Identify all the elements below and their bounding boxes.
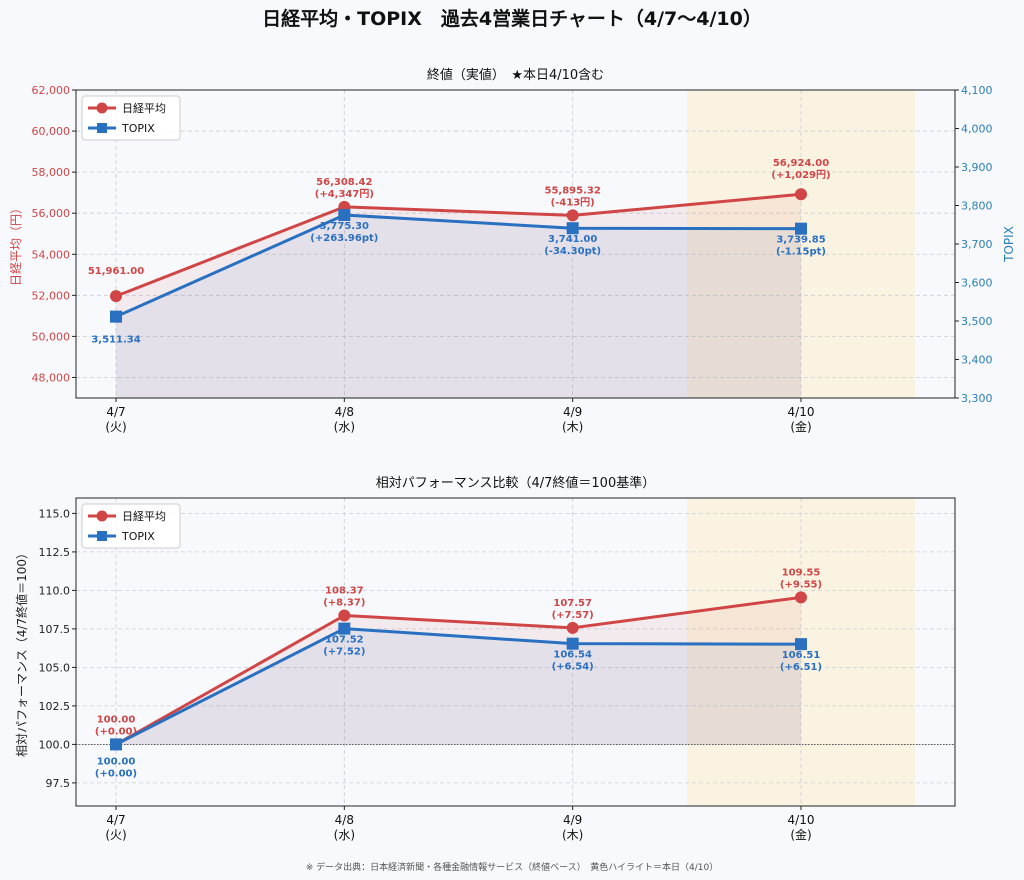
legend-label: TOPIX — [121, 530, 155, 543]
legend-label: 日経平均 — [122, 510, 166, 523]
y-tick-label: 54,000 — [32, 248, 71, 261]
x-tick-label: 4/9 (木) — [562, 405, 583, 434]
y-tick-label: 107.5 — [39, 623, 71, 636]
x-tick-label: 4/10 (金) — [788, 813, 815, 842]
data-label: 109.55 (+9.55) — [780, 567, 822, 590]
series-area-1 — [116, 215, 801, 398]
topix-point — [795, 638, 807, 651]
series-line-nikkei — [115, 192, 802, 298]
y-axis-label: 相対パフォーマンス（4/7終値＝100） — [14, 547, 29, 757]
x-tick-label: 4/10 (金) — [788, 405, 815, 434]
data-label: 3,511.34 — [91, 335, 140, 346]
nikkei-point — [795, 591, 807, 604]
legend-swatch-marker — [97, 531, 107, 541]
legend-label: TOPIX — [121, 122, 155, 135]
data-label: 51,961.00 — [88, 266, 144, 277]
topix-point — [338, 209, 351, 222]
y-tick-label: 50,000 — [32, 330, 71, 343]
y-tick-label: 112.5 — [39, 546, 71, 559]
topix-point — [110, 738, 122, 751]
y-tick-label: 60,000 — [32, 125, 71, 138]
series-area-0 — [116, 597, 801, 745]
legend-swatch-marker — [96, 510, 108, 522]
topix-point — [110, 310, 122, 323]
chart-title: 終値（実値） ★本日4/10含む — [427, 67, 604, 83]
data-label: 3,775.30 (+263.96pt) — [310, 221, 378, 244]
y-tick-label: 62,000 — [32, 84, 71, 97]
y2-tick-label: 3,400 — [961, 354, 993, 367]
data-label: 100.00 (+0.00) — [95, 756, 137, 779]
y2-axis-label: TOPIX — [1002, 226, 1016, 263]
nikkei-point — [110, 290, 122, 303]
topix-point — [566, 637, 579, 650]
y-tick-label: 56,000 — [32, 207, 71, 220]
topix-point — [338, 622, 351, 635]
data-label: 3,739.85 (-1.15pt) — [776, 235, 826, 258]
data-label: 107.52 (+7.52) — [323, 635, 365, 658]
legend-label: 日経平均 — [122, 102, 166, 115]
y-tick-label: 58,000 — [32, 166, 71, 179]
topix-point — [795, 222, 807, 235]
y2-tick-label: 3,900 — [961, 161, 993, 174]
data-label: 106.54 (+6.54) — [552, 650, 594, 673]
y-tick-label: 105.0 — [39, 661, 71, 674]
x-tick-label: 4/8 (水) — [334, 813, 355, 842]
data-label: 106.51 (+6.51) — [780, 650, 822, 673]
y-tick-label: 52,000 — [32, 289, 71, 302]
x-tick-label: 4/9 (木) — [562, 813, 583, 842]
data-label: 55,895.32 (-413円) — [545, 185, 601, 208]
data-label: 108.37 (+8.37) — [323, 586, 365, 609]
y-tick-label: 102.5 — [39, 700, 71, 713]
y-tick-label: 48,000 — [32, 371, 71, 384]
chart-title: 相対パフォーマンス比較（4/7終値＝100基準） — [376, 475, 655, 491]
y2-tick-label: 3,800 — [961, 200, 993, 213]
x-tick-label: 4/7 (火) — [105, 405, 126, 434]
nikkei-point — [795, 188, 807, 201]
data-label: 56,924.00 (+1,029円) — [771, 158, 830, 181]
y2-tick-label: 3,500 — [961, 315, 993, 328]
nikkei-point — [566, 209, 579, 222]
footnote: ※ データ出典：日本経済新聞・各種金融情報サービス（終値ベース） 黄色ハイライト… — [305, 863, 719, 873]
data-label: 100.00 (+0.00) — [95, 714, 137, 737]
series-line-topix — [115, 213, 802, 319]
nikkei-point — [338, 609, 351, 622]
nikkei-point — [566, 621, 579, 634]
series-area-0 — [116, 194, 801, 398]
series-line-nikkei — [115, 595, 802, 746]
page-title: 日経平均・TOPIX 過去4営業日チャート（4/7〜4/10） — [262, 8, 762, 30]
y-axis-label: 日経平均（円） — [9, 202, 23, 286]
y-tick-label: 100.0 — [39, 738, 71, 751]
data-label: 56,308.42 (+4,347円) — [315, 177, 374, 200]
y-tick-label: 115.0 — [39, 507, 71, 520]
series-line-topix — [115, 627, 802, 746]
plot-frame — [75, 497, 956, 807]
y2-tick-label: 4,000 — [961, 123, 993, 136]
data-label: 107.57 (+7.57) — [552, 598, 594, 621]
y2-tick-label: 3,300 — [961, 392, 993, 405]
legend-swatch-marker — [97, 123, 107, 133]
y2-tick-label: 3,600 — [961, 277, 993, 290]
data-label: 3,741.00 (-34.30pt) — [544, 234, 601, 257]
x-tick-label: 4/8 (水) — [334, 405, 355, 434]
topix-point — [566, 222, 579, 235]
y2-tick-label: 3,700 — [961, 238, 993, 251]
y-tick-label: 97.5 — [46, 777, 71, 790]
y-tick-label: 110.0 — [39, 584, 71, 597]
legend-swatch-marker — [96, 102, 108, 114]
y2-tick-label: 4,100 — [961, 84, 993, 97]
x-tick-label: 4/7 (火) — [105, 813, 126, 842]
